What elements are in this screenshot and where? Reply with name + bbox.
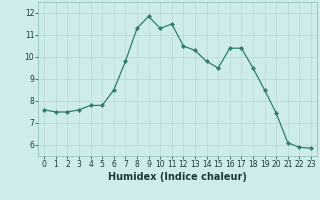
X-axis label: Humidex (Indice chaleur): Humidex (Indice chaleur): [108, 172, 247, 182]
